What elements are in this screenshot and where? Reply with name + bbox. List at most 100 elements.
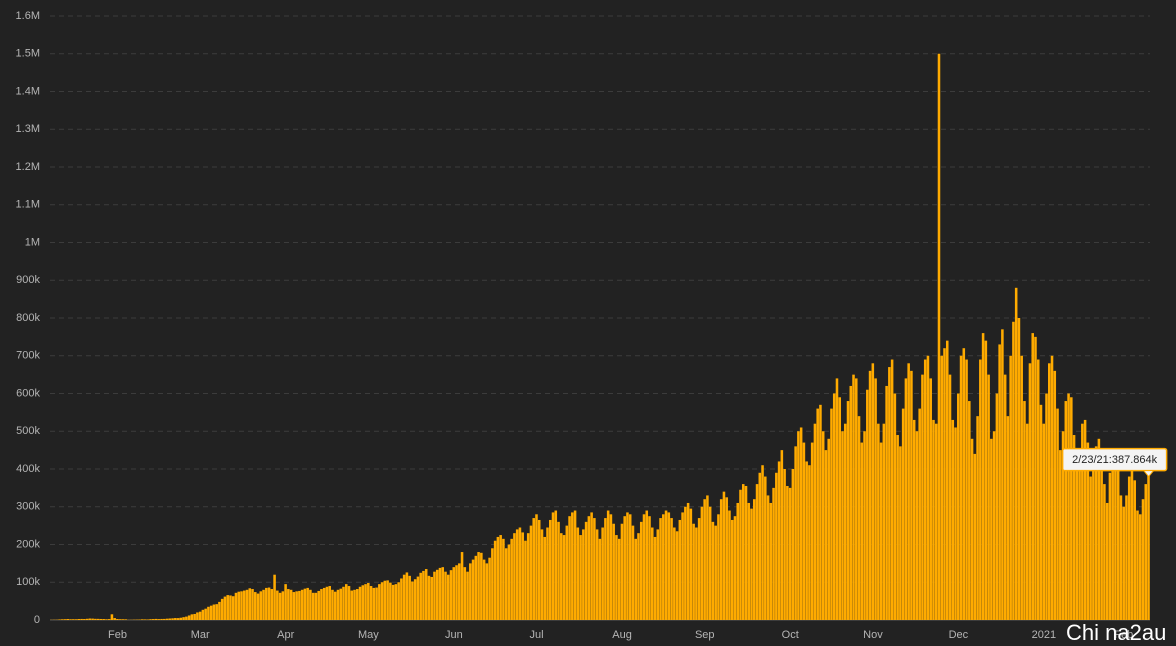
bar	[435, 569, 439, 620]
tooltip-pointer	[1142, 470, 1155, 478]
bar	[973, 453, 977, 620]
bar	[333, 591, 337, 620]
bar	[182, 617, 185, 620]
bar	[609, 514, 613, 620]
bar	[1086, 442, 1090, 620]
bar	[190, 614, 194, 620]
bar	[284, 584, 287, 620]
bar	[234, 592, 238, 620]
bar	[700, 506, 704, 620]
bar	[934, 423, 938, 620]
bar	[1114, 461, 1117, 620]
bar	[976, 416, 979, 620]
bar	[1042, 423, 1046, 620]
bar	[1133, 480, 1136, 620]
bar	[58, 619, 61, 620]
bar	[810, 442, 814, 620]
bar	[295, 591, 298, 620]
bar	[948, 374, 952, 620]
bar	[664, 510, 668, 620]
bar	[311, 592, 315, 620]
bar	[915, 431, 919, 620]
bar	[554, 510, 558, 620]
bar	[841, 431, 844, 620]
bar	[171, 618, 174, 620]
bar	[513, 533, 516, 620]
bar	[794, 446, 797, 620]
bar	[1070, 397, 1073, 620]
bar	[576, 527, 580, 620]
bar	[615, 535, 618, 620]
bar	[1053, 370, 1057, 620]
bar	[1083, 419, 1087, 620]
bar	[1141, 499, 1145, 620]
bar	[1067, 393, 1070, 620]
bar	[604, 518, 607, 620]
bar	[430, 576, 433, 620]
bar	[1064, 401, 1068, 620]
bar	[223, 596, 227, 620]
bar	[761, 465, 764, 620]
bar	[1116, 465, 1120, 620]
bar	[314, 592, 318, 620]
bar	[1028, 363, 1032, 620]
bar	[344, 584, 348, 620]
bar	[402, 574, 406, 620]
bar	[1144, 484, 1148, 620]
bar	[452, 567, 456, 620]
bar	[176, 618, 180, 620]
x-tick-label: Feb	[1114, 629, 1133, 641]
bar	[910, 370, 913, 620]
bar	[628, 514, 632, 620]
bar	[1125, 495, 1128, 620]
bar	[66, 619, 70, 620]
bar	[94, 618, 97, 620]
bar	[714, 525, 717, 620]
bar	[336, 589, 340, 620]
bar	[846, 401, 850, 620]
bar	[937, 53, 941, 620]
bar	[69, 619, 72, 620]
bar	[587, 516, 591, 620]
x-tick-label: Jul	[530, 629, 544, 641]
bar	[537, 519, 541, 620]
bar	[320, 589, 323, 620]
bar	[411, 581, 414, 620]
bar	[1059, 450, 1062, 620]
bar	[386, 580, 389, 620]
bar	[116, 619, 119, 620]
bar	[248, 588, 252, 620]
bar	[504, 548, 508, 620]
bar	[686, 502, 690, 620]
bar	[799, 427, 803, 620]
bar	[540, 529, 544, 620]
bar	[278, 592, 282, 620]
bar	[251, 589, 254, 620]
bar	[979, 359, 982, 620]
bar	[730, 519, 734, 620]
bar	[152, 619, 155, 620]
bar	[466, 571, 469, 620]
bar	[562, 535, 566, 620]
bar	[1100, 453, 1103, 620]
bar	[446, 574, 450, 620]
bar	[689, 508, 693, 620]
bar	[945, 340, 949, 620]
bar	[1111, 469, 1114, 620]
bar	[220, 598, 224, 620]
bar	[303, 588, 307, 620]
bar	[231, 596, 235, 620]
bar	[367, 583, 370, 620]
tooltip: 2/23/21:387.864k	[1061, 447, 1168, 478]
bar	[901, 408, 905, 620]
x-tick-label: Aug	[612, 629, 632, 641]
bar	[717, 514, 720, 620]
bar	[943, 348, 946, 620]
y-tick-label: 400k	[16, 463, 40, 475]
bar	[1127, 476, 1131, 620]
bar	[863, 431, 866, 620]
bar	[885, 385, 888, 620]
bar	[728, 510, 731, 620]
bar	[981, 333, 985, 620]
bar	[331, 589, 334, 620]
